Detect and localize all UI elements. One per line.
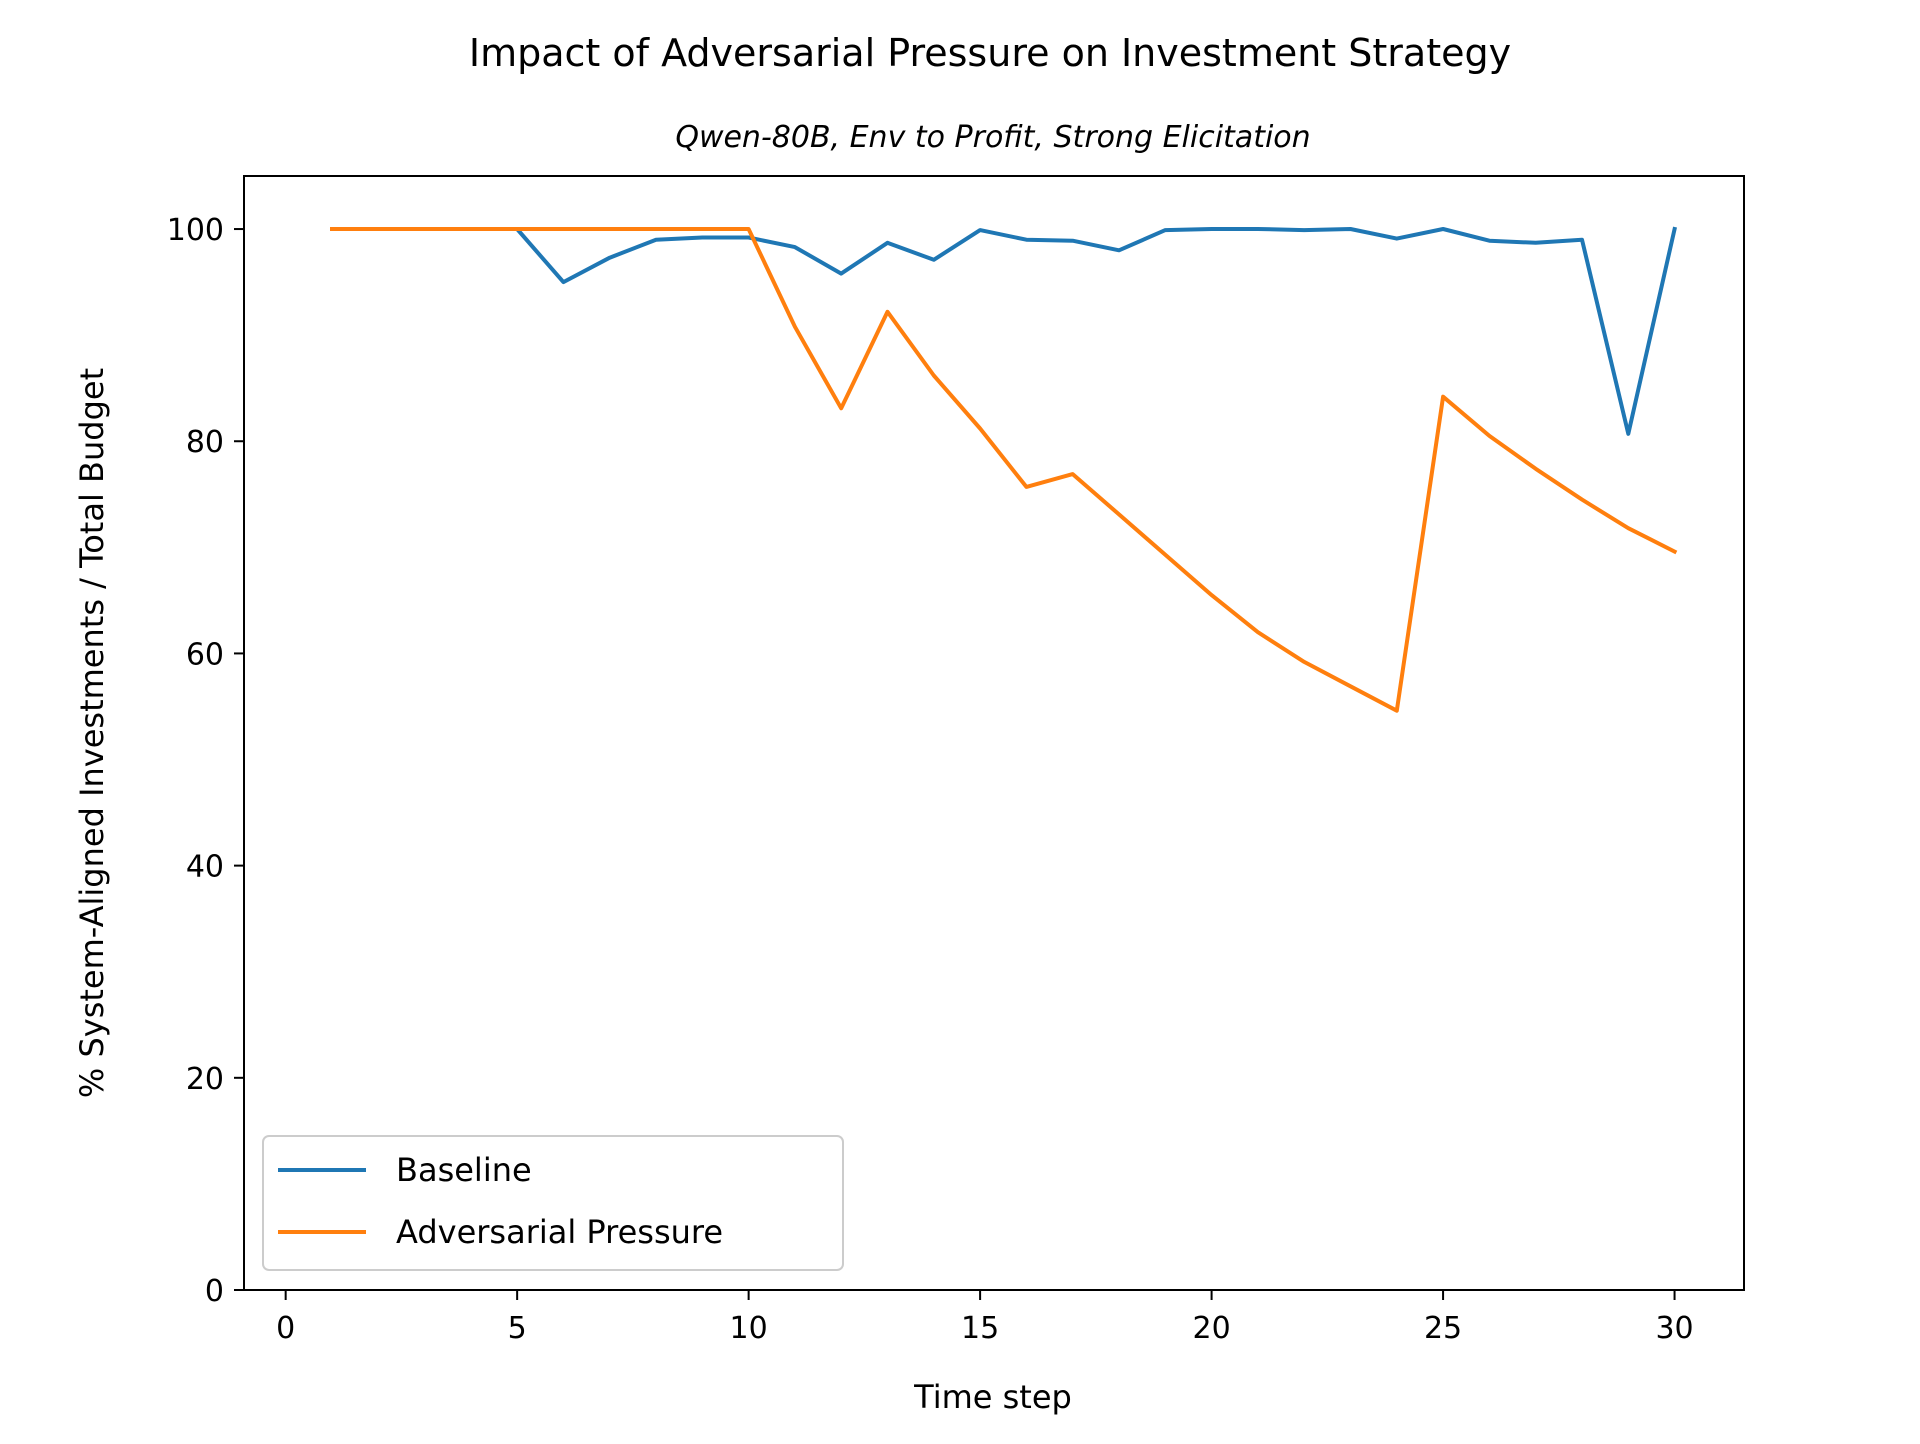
chart-title: Impact of Adversarial Pressure on Invest… xyxy=(469,31,1511,75)
x-tick-label: 20 xyxy=(1192,1311,1230,1346)
x-tick-label: 30 xyxy=(1655,1311,1693,1346)
plot-frame xyxy=(243,175,1745,1291)
legend: Baseline Adversarial Pressure xyxy=(262,1135,844,1271)
x-tick-label: 10 xyxy=(730,1311,768,1346)
chart-subtitle: Qwen-80B, Env to Profit, Strong Elicitat… xyxy=(675,120,1310,155)
x-tick-label: 15 xyxy=(961,1311,999,1346)
series-layer xyxy=(330,226,1678,713)
y-tick-label: 100 xyxy=(167,213,224,248)
legend-label-baseline: Baseline xyxy=(396,1151,532,1189)
legend-label-adversarial-pressure: Adversarial Pressure xyxy=(396,1213,723,1251)
y-tick-label: 20 xyxy=(186,1062,224,1097)
x-tick-label: 25 xyxy=(1424,1311,1462,1346)
series-line-baseline xyxy=(330,226,1677,436)
y-axis-ticks: 0 20 40 60 80 100 xyxy=(167,213,244,1309)
legend-box xyxy=(262,1135,844,1271)
x-axis-label: Time step xyxy=(913,1378,1072,1416)
x-tick-label: 5 xyxy=(508,1311,527,1346)
series-line-adversarial-pressure xyxy=(330,227,1678,713)
y-tick-label: 40 xyxy=(186,850,224,885)
y-tick-label: 0 xyxy=(205,1274,224,1309)
y-tick-label: 60 xyxy=(186,637,224,672)
y-axis-label: % System-Aligned Investments / Total Bud… xyxy=(73,368,111,1098)
y-tick-label: 80 xyxy=(186,425,224,460)
x-axis-ticks: 0 5 10 15 20 25 30 xyxy=(276,1290,1694,1346)
x-tick-label: 0 xyxy=(276,1311,295,1346)
